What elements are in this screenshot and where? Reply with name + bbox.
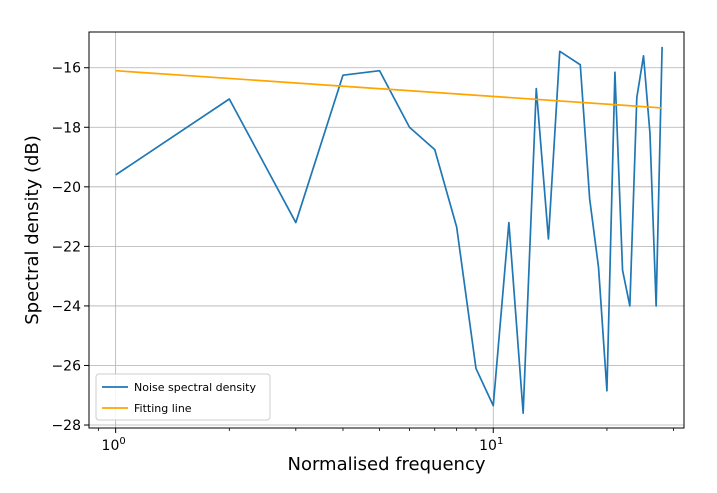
x-tick-exponent: 0 [119,436,125,447]
legend-label: Noise spectral density [134,381,256,394]
legend-box [95,373,271,421]
y-tick-label: −16 [51,61,81,77]
legend: Noise spectral density Fitting line [95,373,271,421]
legend-label: Fitting line [134,402,192,415]
y-tick-label: −20 [51,180,81,196]
y-tick-label: −26 [51,358,81,374]
grid [89,32,684,428]
y-tick-label: −18 [51,120,81,136]
series-line-2 [115,69,663,109]
x-tick-exponent: 1 [497,436,503,447]
plot-frame [88,31,685,429]
y-tick-label: −24 [51,299,81,315]
x-axis-label: Normalised frequency [287,454,485,475]
y-axis: −28 −26 −24 −22 −20 −18 −16 [51,61,89,434]
x-tick-label: 101 [479,436,503,454]
y-axis-label: Spectral density (dB) [22,135,43,325]
x-tick-label: 100 [102,436,126,454]
y-tick-label: −22 [51,239,81,255]
x-tick-base: 10 [479,438,497,454]
x-tick-base: 10 [102,438,120,454]
x-axis: 100 101 [97,428,674,454]
series-lines [115,46,663,414]
y-tick-label: −28 [51,418,81,434]
